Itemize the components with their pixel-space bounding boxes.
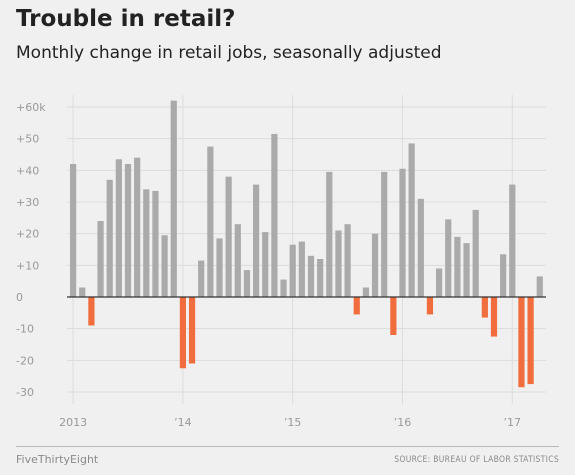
bar-loss: [482, 297, 488, 318]
bar-gain: [463, 243, 469, 297]
bar-loss: [518, 297, 524, 387]
bar-gain: [381, 172, 387, 297]
y-tick-label: +50: [16, 133, 39, 146]
bar-gain: [335, 231, 341, 298]
bars: [70, 101, 543, 388]
bar-gain: [537, 276, 543, 297]
footer-divider: [16, 446, 559, 447]
y-tick-label: +30: [16, 196, 39, 209]
x-tick-label: ’14: [174, 416, 192, 429]
bar-gain: [216, 238, 222, 297]
y-tick-label: +60k: [16, 101, 46, 114]
bar-gain: [290, 245, 296, 297]
bar-loss: [88, 297, 94, 326]
bar-gain: [143, 189, 149, 297]
x-tick-label: ’15: [284, 416, 302, 429]
bar-gain: [244, 270, 250, 297]
bar-loss: [189, 297, 195, 364]
bar-gain: [326, 172, 332, 297]
bar-gain: [418, 199, 424, 297]
y-tick-label: -20: [16, 354, 34, 367]
bar-loss: [390, 297, 396, 335]
bar-loss: [491, 297, 497, 337]
bar-gain: [235, 224, 241, 297]
x-tick-label: 2013: [59, 416, 87, 429]
bar-gain: [409, 143, 415, 297]
y-tick-label: -10: [16, 323, 34, 336]
bar-gain: [207, 147, 213, 297]
bar-gain: [134, 158, 140, 297]
bar-gain: [280, 280, 286, 297]
brand-credit: FiveThirtyEight: [16, 453, 98, 466]
y-tick-label: +10: [16, 259, 39, 272]
y-tick-label: -30: [16, 386, 34, 399]
bar-loss: [354, 297, 360, 314]
bar-gain: [345, 224, 351, 297]
bar-gain: [299, 242, 305, 297]
bar-gain: [125, 164, 131, 297]
bar-gain: [79, 288, 85, 298]
x-tick-label: ’17: [504, 416, 522, 429]
chart-subtitle: Monthly change in retail jobs, seasonall…: [16, 43, 442, 63]
bar-gain: [509, 185, 515, 297]
bar-gain: [253, 185, 259, 297]
bar-gain: [399, 169, 405, 297]
bar-gain: [445, 219, 451, 297]
bar-gain: [171, 101, 177, 297]
y-tick-label: 0: [16, 291, 23, 304]
bar-loss: [528, 297, 534, 384]
bar-gain: [198, 261, 204, 297]
y-tick-label: +40: [16, 164, 39, 177]
bar-chart: +60k +50 +40 +30 +20 +10 0 -10 -20 -30 2013 ’14 ’15 ’…: [0, 0, 575, 440]
chart-title: Trouble in retail?: [16, 6, 235, 32]
bar-loss: [180, 297, 186, 368]
bar-gain: [107, 180, 113, 297]
x-tick-label: ’16: [394, 416, 412, 429]
bar-gain: [372, 234, 378, 297]
bar-gain: [454, 237, 460, 297]
bar-gain: [317, 259, 323, 297]
bar-gain: [308, 256, 314, 297]
bar-gain: [70, 164, 76, 297]
bar-gain: [500, 254, 506, 297]
y-tick-label: +20: [16, 228, 39, 241]
bar-gain: [436, 269, 442, 298]
bar-gain: [271, 134, 277, 297]
bar-gain: [473, 210, 479, 297]
bar-gain: [116, 159, 122, 297]
bar-loss: [427, 297, 433, 314]
bar-gain: [152, 191, 158, 297]
bar-gain: [226, 177, 232, 297]
bar-gain: [262, 232, 268, 297]
bar-gain: [162, 235, 168, 297]
source-note: SOURCE: BUREAU OF LABOR STATISTICS: [394, 455, 559, 465]
bar-gain: [97, 221, 103, 297]
bar-gain: [363, 288, 369, 298]
